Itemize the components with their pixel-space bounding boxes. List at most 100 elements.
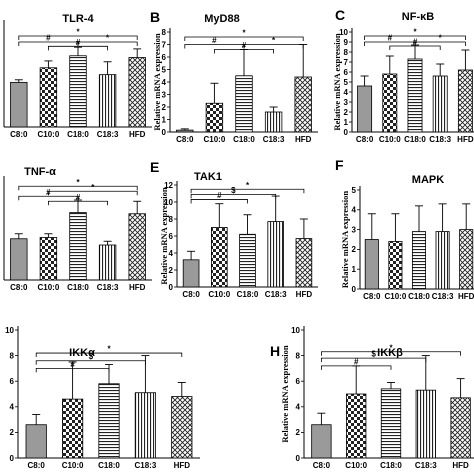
y-tick-label: 4 — [162, 78, 167, 87]
x-tick-label: HFD — [129, 283, 146, 292]
bar — [10, 81, 28, 128]
y-tick-label: 6 — [344, 68, 349, 77]
y-tick-label: 2 — [162, 103, 167, 112]
chart-title: TLR-4 — [62, 13, 94, 25]
panel-tak1: 0 2 4 6 8 10 12 C8:0 C10:0 C18:0 C18:3 HFD * $ # TAK1 ER… — [150, 159, 318, 299]
bar — [171, 396, 193, 459]
x-tick-label: C8:0 — [28, 461, 46, 470]
significance-label: # — [76, 193, 81, 202]
bar — [457, 69, 473, 133]
panel-mapk: 0 1 2 3 4 5 C8:0 C10:0 C18:0 C18:3 HFD MAPK F Relativ… — [335, 157, 474, 301]
x-tick-label: C8:0 — [356, 135, 374, 144]
significance-bracket — [35, 368, 110, 373]
x-tick-label: HFD — [458, 292, 474, 301]
panel-letter: C — [335, 7, 345, 23]
significance-label: # — [70, 360, 75, 369]
y-tick-label: 12 — [164, 181, 173, 190]
significance-bracket — [414, 41, 466, 46]
y-tick-label: 4 — [352, 206, 357, 215]
bar — [357, 85, 373, 133]
x-tick-label: C18:0 — [237, 290, 259, 299]
panel-ikkb: 0 2 4 6 8 10 C8:0 C10:0 C18:0 C18:3 HFD * $ # IKKβ H Rel… — [270, 326, 474, 470]
significance-label: # — [212, 36, 217, 45]
y-tick-label: 8 — [10, 351, 15, 360]
y-tick-label: 5 — [344, 78, 349, 87]
x-tick-label: C18:0 — [67, 283, 89, 292]
x-tick-label: C10:0 — [345, 461, 367, 470]
bar — [39, 67, 58, 128]
panel-letter: H — [270, 343, 280, 359]
significance-bracket — [18, 41, 79, 47]
y-tick-label: 8 — [169, 215, 174, 224]
y-tick-label: 10 — [339, 28, 348, 37]
y-axis-label: Relative mRNA expression — [280, 345, 290, 442]
x-tick-label: C18:0 — [404, 135, 426, 144]
bar — [39, 237, 58, 281]
bar — [176, 129, 194, 133]
bar — [25, 424, 47, 459]
bar — [382, 73, 398, 133]
significance-label: * — [107, 345, 111, 354]
y-tick-label: 8 — [296, 351, 301, 360]
significance-label: $ — [231, 186, 236, 195]
y-tick-label: 10 — [164, 198, 173, 207]
significance-label: * — [76, 28, 80, 37]
bar — [128, 213, 146, 281]
bar — [62, 398, 84, 459]
y-tick-label: 2 — [352, 245, 357, 254]
significance-bracket — [364, 35, 466, 40]
significance-label: * — [272, 36, 276, 45]
bar — [69, 55, 87, 128]
significance-label: * — [439, 34, 443, 43]
x-tick-label: C18:3 — [263, 135, 285, 144]
y-tick-label: 5 — [162, 65, 167, 74]
x-tick-label: C10:0 — [38, 130, 60, 139]
significance-bracket — [48, 45, 108, 51]
x-tick-label: C18:0 — [408, 292, 430, 301]
y-tick-label: 4 — [296, 403, 301, 412]
y-tick-label: 10 — [5, 326, 14, 335]
significance-bracket — [18, 35, 138, 41]
significance-label: * — [246, 181, 250, 190]
y-tick-label: 3 — [352, 225, 357, 234]
y-tick-label: 8 — [162, 28, 167, 37]
x-tick-label: C18:3 — [97, 130, 119, 139]
x-tick-label: HFD — [457, 135, 474, 144]
bar — [211, 227, 228, 288]
y-tick-label: 4 — [10, 403, 15, 412]
significance-bracket — [214, 49, 274, 54]
chart-title: TAK1 — [194, 171, 222, 183]
significance-label: * — [106, 34, 110, 43]
significance-label: * — [389, 343, 393, 352]
x-tick-label: HFD — [452, 461, 469, 470]
significance-label: # — [46, 188, 51, 197]
bar — [459, 229, 474, 290]
bar — [69, 212, 87, 281]
significance-bracket — [243, 44, 304, 49]
x-tick-label: C18:0 — [67, 130, 89, 139]
significance-bracket — [184, 44, 245, 49]
y-tick-label: 5 — [352, 186, 357, 195]
significance-bracket — [190, 188, 305, 194]
y-tick-label: 0 — [352, 285, 357, 294]
y-tick-label: 0 — [162, 128, 167, 137]
y-tick-label: 1 — [352, 265, 357, 274]
y-tick-label: 2 — [169, 266, 174, 275]
significance-label: * — [76, 178, 80, 187]
x-tick-label: C8:0 — [176, 135, 194, 144]
y-tick-label: 0 — [169, 283, 174, 292]
significance-bracket — [190, 199, 248, 204]
y-tick-label: 0 — [10, 454, 15, 463]
bar — [450, 397, 471, 459]
x-tick-label: HFD — [129, 130, 146, 139]
bar — [10, 238, 28, 281]
y-tick-label: 6 — [169, 232, 174, 241]
bar — [411, 231, 427, 290]
bar — [239, 233, 256, 288]
x-tick-label: C18:3 — [265, 290, 287, 299]
significance-label: $ — [89, 352, 94, 361]
y-tick-label: 1 — [162, 115, 167, 124]
